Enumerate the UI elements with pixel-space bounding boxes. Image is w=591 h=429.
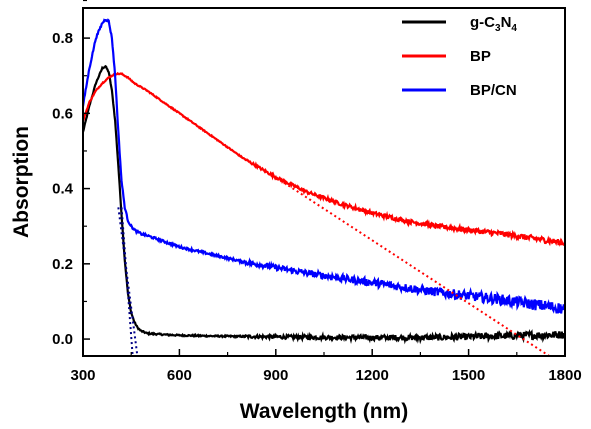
- x-tick-label: 600: [167, 367, 192, 384]
- x-axis: 300 600 900 1200 1500 1800: [70, 349, 582, 384]
- legend-label: BP/CN: [470, 82, 517, 99]
- x-tick-label: 1800: [548, 367, 581, 384]
- plot-area: [83, 18, 565, 345]
- fit-line-3: [275, 176, 552, 356]
- y-axis: 0.0 0.2 0.4 0.6 0.8: [52, 0, 90, 348]
- x-tick-label: 1500: [452, 367, 485, 384]
- legend-label: g-C3N4: [470, 14, 517, 34]
- y-tick-label: 0.4: [52, 181, 74, 198]
- y-tick-label: 0.8: [52, 30, 73, 47]
- x-axis-title: Wavelength (nm): [240, 400, 408, 423]
- legend: g-C3N4 BP BP/CN: [402, 14, 517, 99]
- y-tick-label: 0.2: [52, 256, 73, 273]
- x-tick-label: 1200: [356, 367, 389, 384]
- series-line-1: [83, 64, 565, 345]
- y-axis-title: Absorption: [10, 126, 33, 238]
- x-tick-label: 900: [263, 367, 288, 384]
- fit-lines: [117, 176, 552, 356]
- series-line-3: [83, 18, 565, 314]
- y-tick-label: 0.0: [52, 331, 73, 348]
- legend-label: BP: [470, 48, 491, 65]
- series-line-2: [83, 71, 565, 247]
- fit-line-2: [120, 207, 134, 356]
- y-tick-label: 0.6: [52, 105, 73, 122]
- x-tick-label: 300: [70, 367, 95, 384]
